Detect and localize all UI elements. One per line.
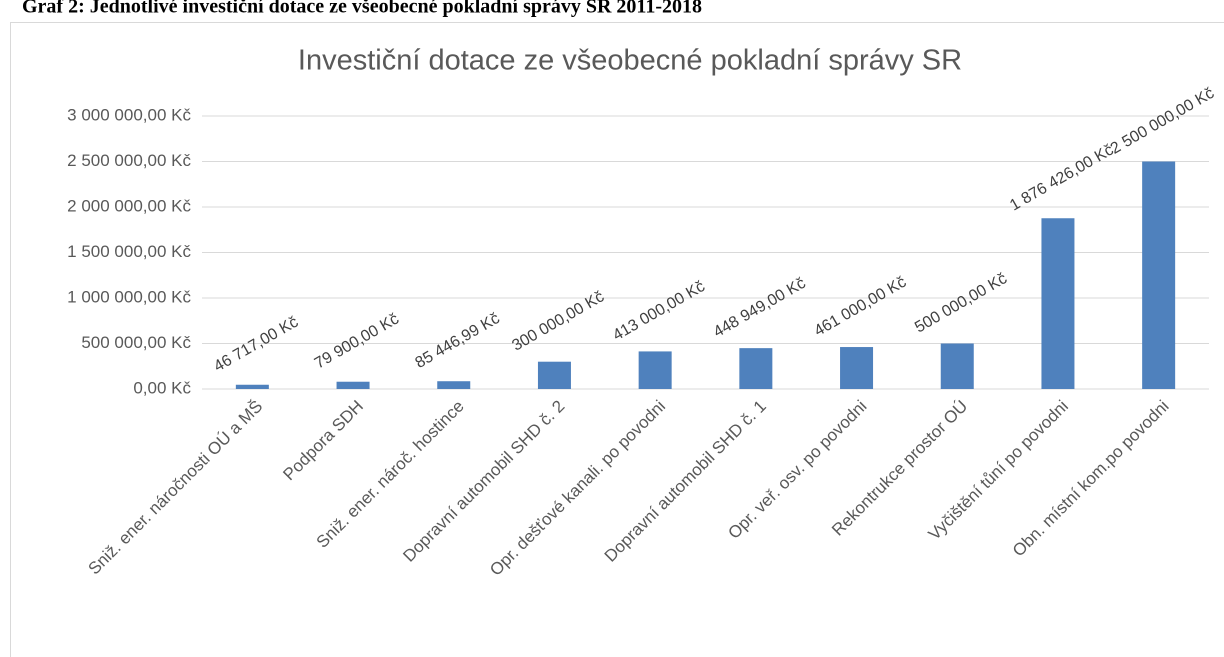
bar xyxy=(840,347,874,389)
bar xyxy=(1142,161,1176,389)
chart-title: Investiční dotace ze všeobecné pokladní … xyxy=(298,45,962,77)
bar xyxy=(638,351,672,389)
caption: Graf 2: Jednotlivé investiční dotace ze … xyxy=(22,0,702,18)
y-tick-label: 500 000,00 Kč xyxy=(81,333,191,352)
bar xyxy=(940,343,974,389)
y-tick-label: 0,00 Kč xyxy=(133,378,191,397)
y-tick-label: 2 500 000,00 Kč xyxy=(67,151,191,170)
y-tick-label: 1 500 000,00 Kč xyxy=(67,242,191,261)
bar xyxy=(336,381,370,389)
bar xyxy=(437,381,471,389)
y-tick-label: 1 000 000,00 Kč xyxy=(67,287,191,306)
y-tick-label: 2 000 000,00 Kč xyxy=(67,196,191,215)
bar xyxy=(537,361,571,389)
chart-frame xyxy=(10,22,1224,657)
bar xyxy=(1041,218,1075,389)
bar xyxy=(739,348,773,389)
bar xyxy=(235,384,269,389)
y-tick-label: 3 000 000,00 Kč xyxy=(67,105,191,124)
